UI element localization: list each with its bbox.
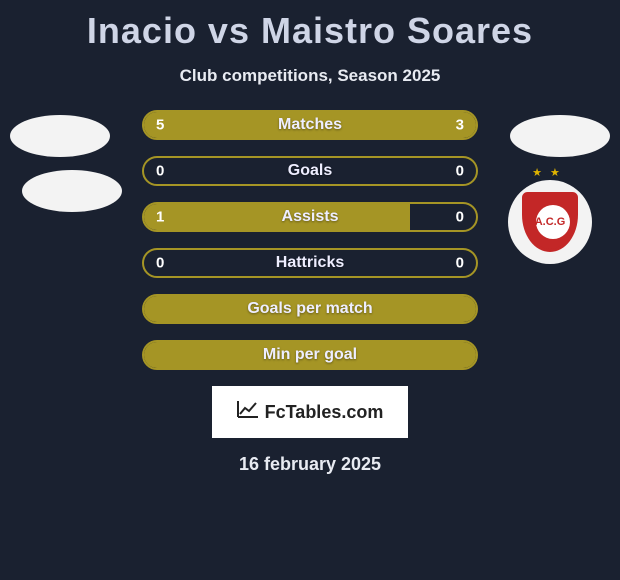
player-avatar-right-1: [510, 115, 610, 157]
stat-label: Matches: [278, 116, 342, 134]
player-avatar-left-2: [22, 170, 122, 212]
stat-value-left: 0: [156, 163, 164, 180]
stat-row: 0 0 Goals: [142, 156, 478, 186]
stat-label: Assists: [282, 208, 339, 226]
stat-row: 5 3 Matches: [142, 110, 478, 140]
stat-label: Goals: [288, 162, 332, 180]
page-title: Inacio vs Maistro Soares: [0, 0, 620, 52]
stat-row: Goals per match: [142, 294, 478, 324]
watermark: FcTables.com: [212, 386, 408, 438]
stat-row: 1 0 Assists: [142, 202, 478, 232]
stat-value-right: 3: [456, 117, 464, 134]
club-logo-right: ★★ A.C.G: [508, 180, 592, 264]
stat-value-left: 5: [156, 117, 164, 134]
stat-fill-left: [144, 204, 410, 230]
stat-row: Min per goal: [142, 340, 478, 370]
club-logo-tag: A.C.G: [535, 216, 566, 228]
watermark-text: FcTables.com: [265, 402, 384, 423]
club-stars-icon: ★★: [532, 166, 568, 179]
chart-icon: [237, 400, 259, 424]
stat-label: Min per goal: [263, 346, 357, 364]
stat-value-right: 0: [456, 255, 464, 272]
stat-label: Goals per match: [247, 300, 372, 318]
subtitle: Club competitions, Season 2025: [0, 66, 620, 86]
stat-value-left: 1: [156, 209, 164, 226]
date-text: 16 february 2025: [0, 454, 620, 475]
stat-value-left: 0: [156, 255, 164, 272]
player-avatar-left-1: [10, 115, 110, 157]
stat-value-right: 0: [456, 209, 464, 226]
stats-container: 5 3 Matches 0 0 Goals 1 0 Assists 0 0 Hattricks Goal…: [142, 110, 478, 370]
stat-label: Hattricks: [276, 254, 344, 272]
stat-value-right: 0: [456, 163, 464, 180]
stat-row: 0 0 Hattricks: [142, 248, 478, 278]
